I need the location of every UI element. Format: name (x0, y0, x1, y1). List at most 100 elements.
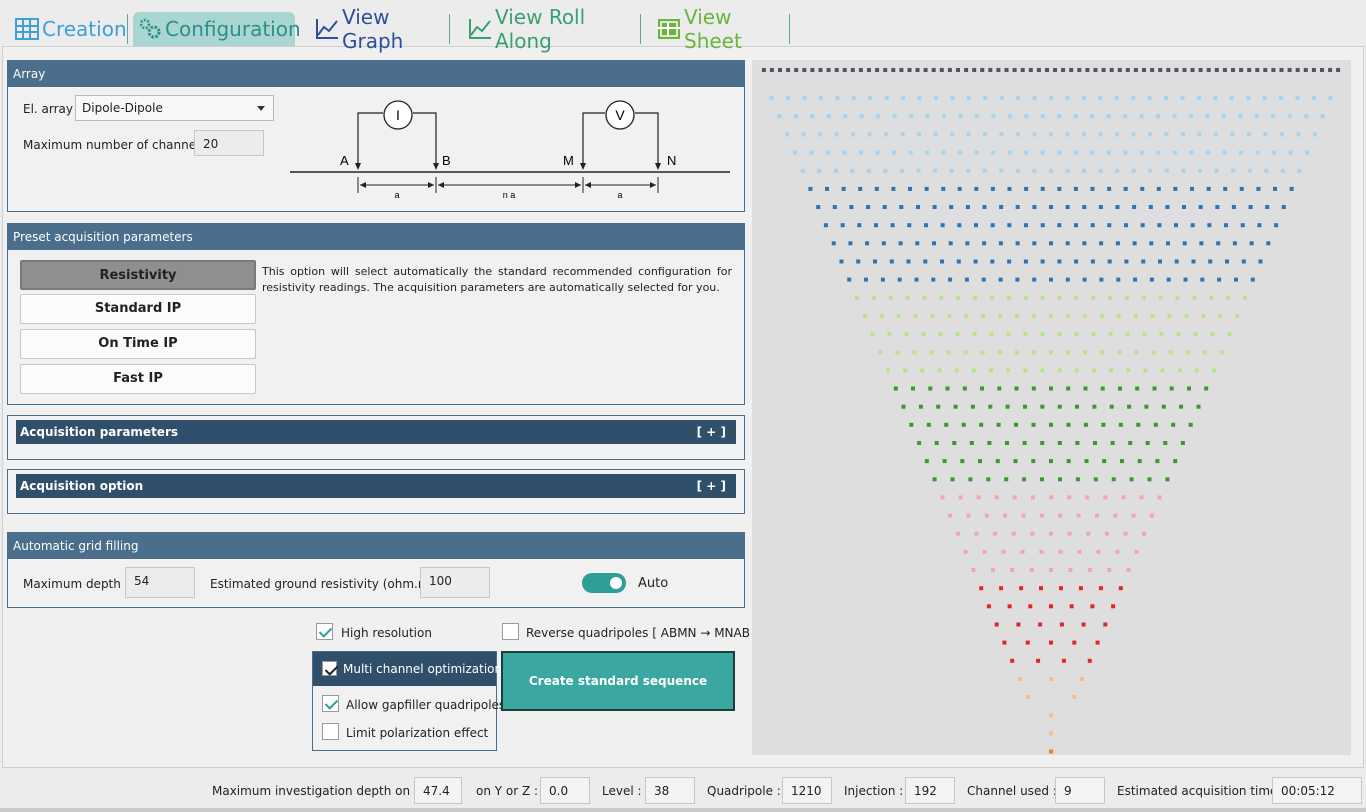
measurement-point (1099, 313, 1104, 318)
measurement-point (1082, 313, 1087, 318)
measurement-point (1036, 68, 1041, 72)
line-chart-icon (316, 19, 338, 39)
measurement-point (1069, 68, 1074, 72)
measurement-point (1061, 658, 1066, 663)
auto-toggle[interactable] (582, 573, 626, 593)
measurement-point (876, 114, 881, 119)
measurement-point (1005, 404, 1010, 409)
allow-gapfiller-checkbox[interactable] (322, 695, 339, 712)
measurement-point (1022, 477, 1027, 482)
measurement-point (1082, 132, 1086, 137)
measurement-point (1158, 259, 1162, 264)
measurement-point (958, 114, 963, 119)
measurement-point (1040, 477, 1044, 482)
measurement-point (1189, 150, 1194, 155)
measurement-point (974, 150, 979, 155)
measurement-point (1015, 241, 1020, 246)
measurement-point (1098, 586, 1103, 591)
measurement-point (957, 223, 962, 228)
measurement-point (1066, 459, 1071, 464)
measurement-point (1166, 277, 1171, 282)
measurement-point (1049, 132, 1053, 137)
measurement-point (841, 186, 846, 191)
measurement-point (1006, 295, 1011, 300)
measurement-point (1152, 386, 1157, 391)
measurement-point (901, 96, 906, 101)
preset-on-time-ip-button[interactable]: On Time IP (20, 329, 256, 359)
measurement-point (998, 313, 1003, 318)
tab-configuration[interactable]: Configuration (133, 12, 301, 46)
measurement-point (1002, 640, 1007, 645)
preset-fast-ip-button[interactable]: Fast IP (20, 364, 256, 394)
measurement-point (1083, 350, 1088, 355)
measurement-point (1131, 132, 1136, 137)
measurement-point (849, 205, 854, 209)
measurement-point (974, 114, 979, 119)
measurement-point (1280, 168, 1285, 173)
measurement-point (874, 223, 878, 228)
measurement-point (1001, 549, 1006, 554)
measurement-point (1134, 549, 1139, 554)
limit-polarization-label: Limit polarization effect (346, 726, 489, 740)
tab-creation[interactable]: Creation (10, 12, 128, 46)
measurement-point (1229, 96, 1234, 101)
tab-view-sheet[interactable]: View Sheet (652, 5, 790, 53)
expand-button[interactable]: [ + ] (696, 479, 726, 493)
multi-channel-checkbox[interactable] (322, 661, 337, 676)
measurement-point (1032, 168, 1037, 173)
create-standard-sequence-button[interactable]: Create standard sequence (501, 651, 735, 711)
measurement-point (1131, 168, 1136, 173)
measurement-point (1144, 404, 1149, 409)
measurement-point (1040, 259, 1045, 264)
measurement-point (1149, 277, 1154, 282)
measurement-point (920, 368, 925, 373)
tab-view-roll-along[interactable]: View Roll Along (463, 5, 641, 53)
preset-resistivity-button[interactable]: Resistivity (20, 260, 256, 290)
measurement-point (842, 68, 847, 72)
measurement-point (1066, 422, 1071, 427)
max-channels-field[interactable]: 20 (194, 130, 264, 156)
measurement-point (1082, 241, 1087, 246)
measurement-point (900, 132, 905, 137)
el-array-select[interactable]: Dipole-Dipole (75, 95, 274, 121)
measurement-point (1225, 259, 1229, 264)
measurement-point (956, 295, 961, 300)
measurement-point (1103, 622, 1108, 627)
limit-polarization-checkbox[interactable] (322, 723, 339, 740)
reverse-quadripoles-checkbox[interactable] (502, 623, 519, 640)
measurement-point (1164, 132, 1169, 137)
measurement-point (890, 223, 895, 228)
measurement-point (1090, 186, 1095, 191)
tab-view-graph[interactable]: View Graph (310, 5, 450, 53)
measurement-point (1190, 68, 1195, 72)
measurement-point (1124, 295, 1129, 300)
measurement-point (1172, 114, 1177, 119)
measurement-point (982, 205, 987, 209)
measurement-point (1015, 277, 1020, 282)
max-depth-field[interactable]: 54 (125, 567, 195, 598)
measurement-point (1059, 586, 1063, 591)
measurement-point (1148, 205, 1153, 209)
ground-resistivity-field[interactable]: 100 (420, 567, 490, 598)
high-resolution-checkbox[interactable] (316, 623, 333, 640)
measurement-point (907, 68, 912, 72)
measurement-point (1065, 277, 1070, 282)
expand-button[interactable]: [ + ] (696, 425, 726, 439)
measurement-point (1031, 422, 1036, 427)
measurement-point (886, 368, 890, 373)
measurement-point (1023, 295, 1028, 300)
measurement-point (793, 114, 798, 119)
acquisition-parameters-header[interactable]: Acquisition parameters [ + ] (16, 420, 736, 444)
measurement-point (810, 68, 815, 72)
dipole-dipole-diagram: I V A B M N a n a a (290, 100, 730, 200)
measurement-point (1157, 223, 1162, 228)
measurement-point (1024, 186, 1029, 191)
acquisition-option-header[interactable]: Acquisition option [ + ] (16, 474, 736, 498)
current-meter-label: I (396, 107, 400, 123)
preset-standard-ip-button[interactable]: Standard IP (20, 294, 256, 324)
measurement-point (1103, 495, 1108, 500)
measurement-point (1167, 313, 1172, 318)
measurement-point (931, 277, 936, 282)
measurement-point (855, 295, 859, 300)
measurement-point (1014, 422, 1019, 427)
